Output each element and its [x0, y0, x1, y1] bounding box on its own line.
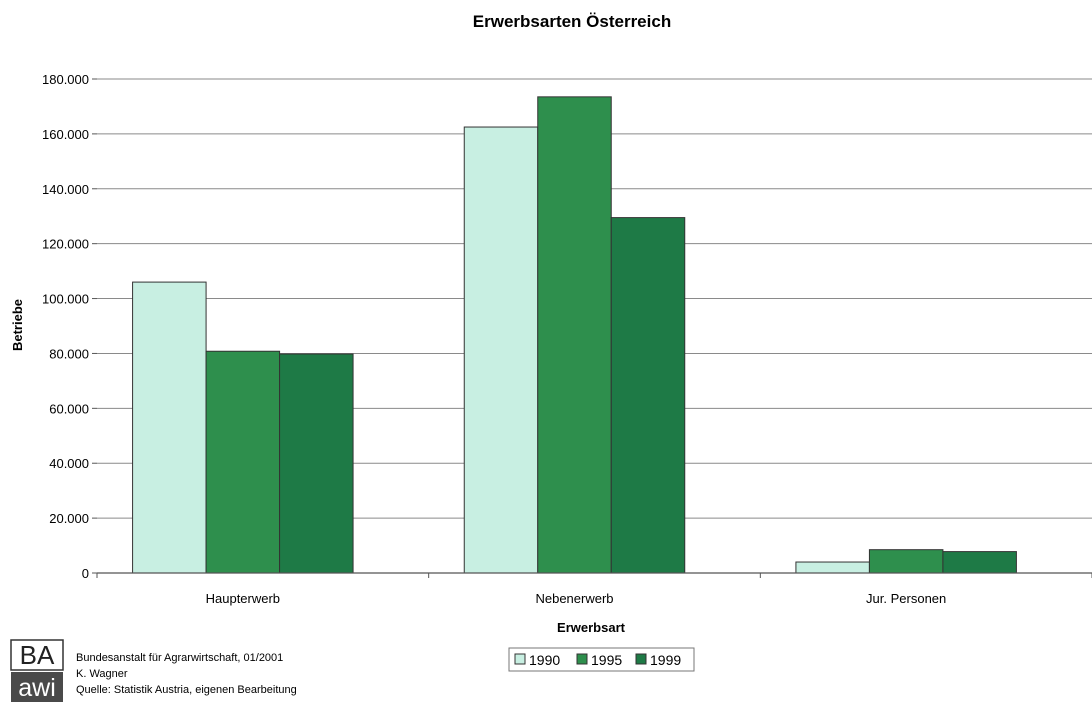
bar: [795, 561, 870, 574]
legend-label: 1990: [529, 652, 560, 668]
bar: [205, 350, 281, 574]
bar: [942, 551, 1017, 574]
logo-top-text: BA: [20, 640, 55, 670]
bar: [132, 281, 207, 574]
y-tick-label: 140.000: [42, 182, 89, 197]
x-category-labels: Haupterwerb Nebenerwerb Jur. Personen: [206, 591, 947, 606]
y-tick-label: 180.000: [42, 72, 89, 87]
legend-box: [508, 647, 695, 672]
y-tick-label: 60.000: [49, 401, 89, 416]
bar: [463, 126, 539, 574]
x-tick-marks: [96, 573, 1092, 578]
logo-top-box: [10, 639, 64, 671]
legend-swatch: [635, 653, 647, 665]
y-tick-labels: 0 20.000 40.000 60.000 80.000 100.000 120.000 1…: [42, 72, 89, 581]
y-tick-label: 20.000: [49, 511, 89, 526]
y-tick-label: 160.000: [42, 127, 89, 142]
baw-logo: BA awi: [10, 639, 64, 702]
bars: [132, 96, 1017, 574]
legend-label: 1995: [591, 652, 622, 668]
legend: 1990 1995 1999: [508, 647, 695, 672]
x-category-label: Jur. Personen: [866, 591, 946, 606]
y-tick-label: 80.000: [49, 346, 89, 361]
x-category-label: Nebenerwerb: [535, 591, 613, 606]
y-tick-label: 0: [82, 566, 89, 581]
x-category-label: Haupterwerb: [206, 591, 280, 606]
bar: [279, 353, 354, 574]
y-tick-label: 40.000: [49, 456, 89, 471]
x-axis-title: Erwerbsart: [557, 620, 626, 635]
legend-label: 1999: [650, 652, 681, 668]
y-tick-label: 120.000: [42, 237, 89, 252]
footer-institution: Bundesanstalt für Agrarwirtschaft, 01/20…: [76, 652, 283, 664]
logo-bottom-text: awi: [18, 674, 56, 702]
footer-author: K. Wagner: [76, 668, 128, 680]
bar: [610, 217, 686, 574]
y-tick-label: 100.000: [42, 292, 89, 307]
legend-swatch: [514, 653, 526, 665]
y-axis-title: Betriebe: [10, 299, 25, 351]
legend-swatch: [576, 653, 588, 665]
footer-source: Quelle: Statistik Austria, eigenen Bearb…: [76, 684, 297, 696]
bar: [868, 549, 944, 574]
chart-title: Erwerbsarten Österreich: [473, 12, 671, 31]
bar: [537, 96, 612, 574]
logo-bottom-box: [11, 672, 63, 702]
